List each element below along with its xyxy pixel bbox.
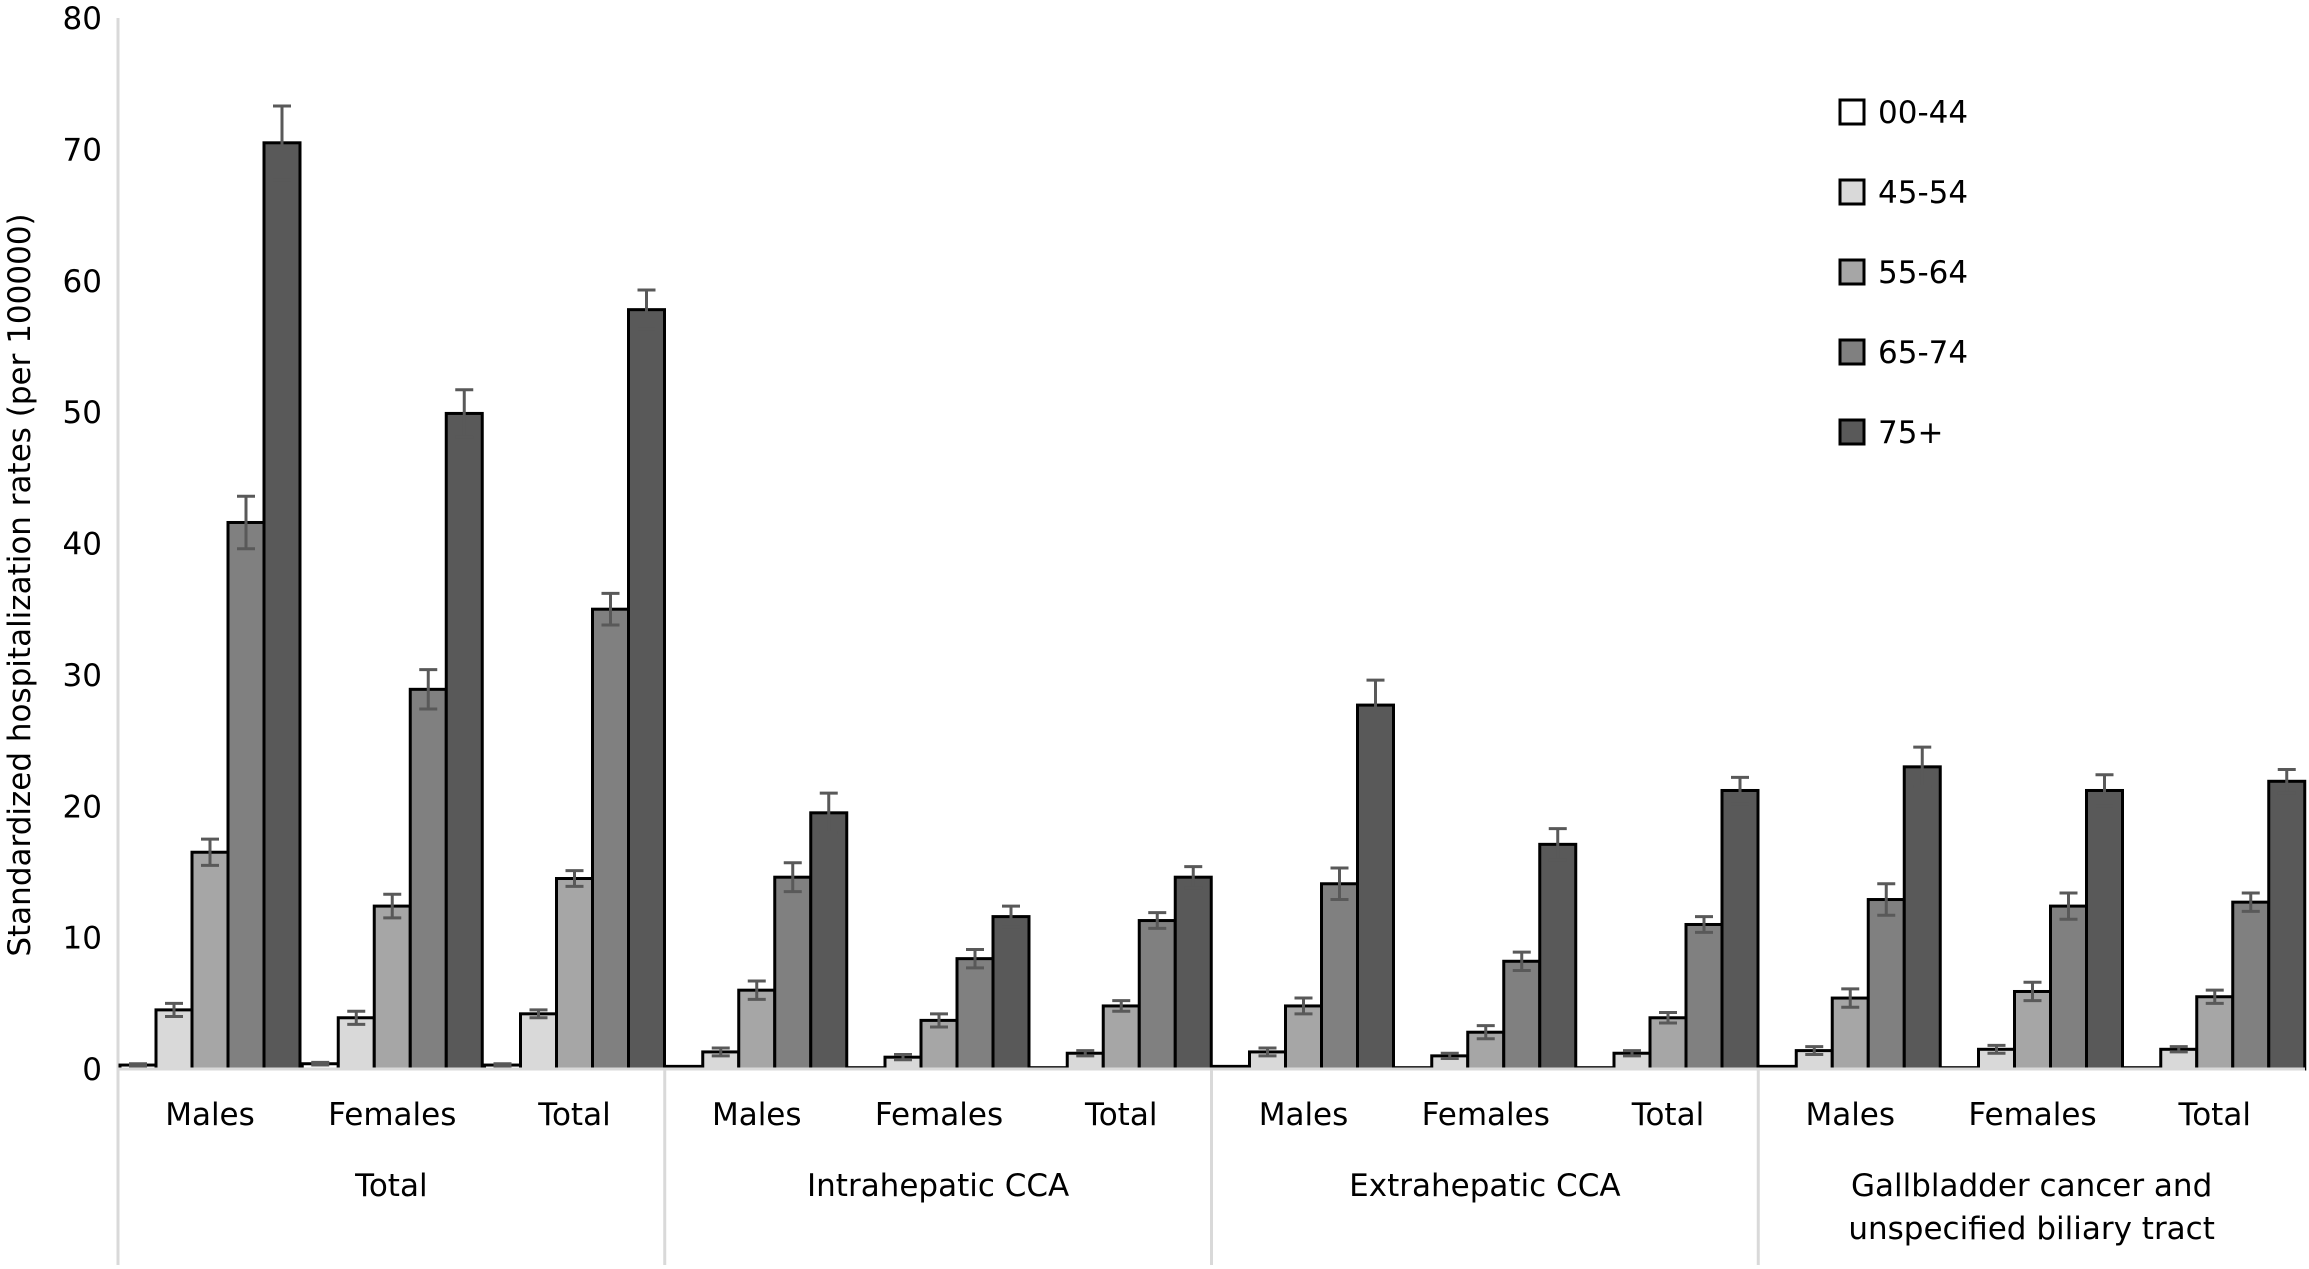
cluster-label: Total [537, 1097, 610, 1133]
bar-75+ [809, 811, 849, 1071]
cluster-label: Total [1631, 1097, 1704, 1133]
bar-65-74 [1684, 922, 1724, 1071]
cluster-label: Females [1968, 1097, 2096, 1133]
bar-75+ [444, 411, 484, 1071]
bar-65-74 [1866, 898, 1906, 1071]
bar-55-64 [2013, 989, 2052, 1071]
legend-label: 55-64 [1878, 255, 1968, 291]
bar-55-64 [1648, 1016, 1688, 1071]
legend-swatch-45-54 [1838, 178, 1866, 206]
cluster-label: Total [2178, 1097, 2251, 1133]
bar-65-74 [408, 687, 448, 1071]
bar-75+ [627, 308, 666, 1071]
group-label: Gallbladder cancer and unspecified biliar… [1848, 1168, 2215, 1247]
bar-75+ [991, 915, 1031, 1071]
legend: 00-44 45-54 55-64 65-74 75+ [1838, 95, 1968, 451]
y-tick-label: 80 [63, 1, 102, 37]
bar-65-74 [1502, 959, 1542, 1071]
bar-75+ [1902, 765, 1942, 1071]
y-tick-label: 10 [63, 921, 102, 957]
bar-55-64 [555, 877, 594, 1071]
y-tick-label: 30 [63, 658, 102, 694]
cluster-label: Females [1422, 1097, 1550, 1133]
bar-75+ [262, 141, 302, 1071]
bar-45-54 [519, 1012, 558, 1071]
legend-swatch-65-74 [1838, 338, 1866, 366]
bar-75+ [1538, 842, 1578, 1071]
bar-75+ [2085, 788, 2124, 1071]
legend-label: 45-54 [1878, 175, 1968, 211]
bar-65-74 [2049, 904, 2088, 1071]
bar-75+ [1173, 875, 1213, 1071]
bar-55-64 [2195, 995, 2235, 1071]
bar-65-74 [2231, 900, 2271, 1071]
legend-swatch-00-44 [1838, 98, 1866, 126]
bar-65-74 [226, 520, 266, 1071]
legend-label: 65-74 [1878, 335, 1968, 371]
cluster-label: Males [1259, 1097, 1349, 1133]
bar-65-74 [1320, 882, 1359, 1071]
y-tick-label: 0 [82, 1052, 102, 1088]
legend-swatch-75+ [1838, 418, 1866, 446]
y-tick-label: 70 [63, 132, 102, 168]
bar-55-64 [1284, 1004, 1323, 1071]
y-tick-label: 60 [63, 264, 102, 300]
bar-55-64 [1101, 1004, 1141, 1071]
cluster-label: Females [875, 1097, 1003, 1133]
bar-75+ [1720, 788, 1760, 1071]
bar-45-54 [154, 1008, 194, 1071]
cluster-label: Males [1805, 1097, 1895, 1133]
bar-65-74 [1137, 919, 1177, 1071]
legend-label: 75+ [1878, 415, 1943, 451]
cluster-label: Total [1084, 1097, 1157, 1133]
bar-55-64 [190, 850, 230, 1071]
group-label: Total [354, 1168, 427, 1204]
cluster-label: Males [712, 1097, 802, 1133]
legend-swatch-55-64 [1838, 258, 1866, 286]
bar-75+ [1356, 703, 1395, 1071]
bar-65-74 [773, 875, 813, 1071]
cluster-label: Females [328, 1097, 456, 1133]
plot-area: 0 10 20 30 40 50 60 70 80 Males Females Total Total M… [63, 1, 2307, 1265]
legend-label: 00-44 [1878, 95, 1968, 131]
y-axis-title: Standardized hospitalization rates (per … [2, 213, 38, 956]
group-label-line: Gallbladder cancer and [1851, 1168, 2212, 1204]
group-label: Extrahepatic CCA [1349, 1168, 1620, 1204]
bar-55-64 [372, 904, 412, 1071]
y-tick-label: 50 [63, 395, 102, 431]
bar-65-74 [955, 957, 995, 1071]
bar-75+ [2267, 779, 2307, 1071]
group-label: Intrahepatic CCA [807, 1168, 1069, 1204]
group-label-line: unspecified biliary tract [1848, 1211, 2215, 1247]
cluster-label: Males [165, 1097, 255, 1133]
y-tick-label: 20 [63, 789, 102, 825]
bar-55-64 [737, 988, 777, 1071]
bar-65-74 [591, 607, 630, 1071]
y-tick-label: 40 [63, 527, 102, 563]
